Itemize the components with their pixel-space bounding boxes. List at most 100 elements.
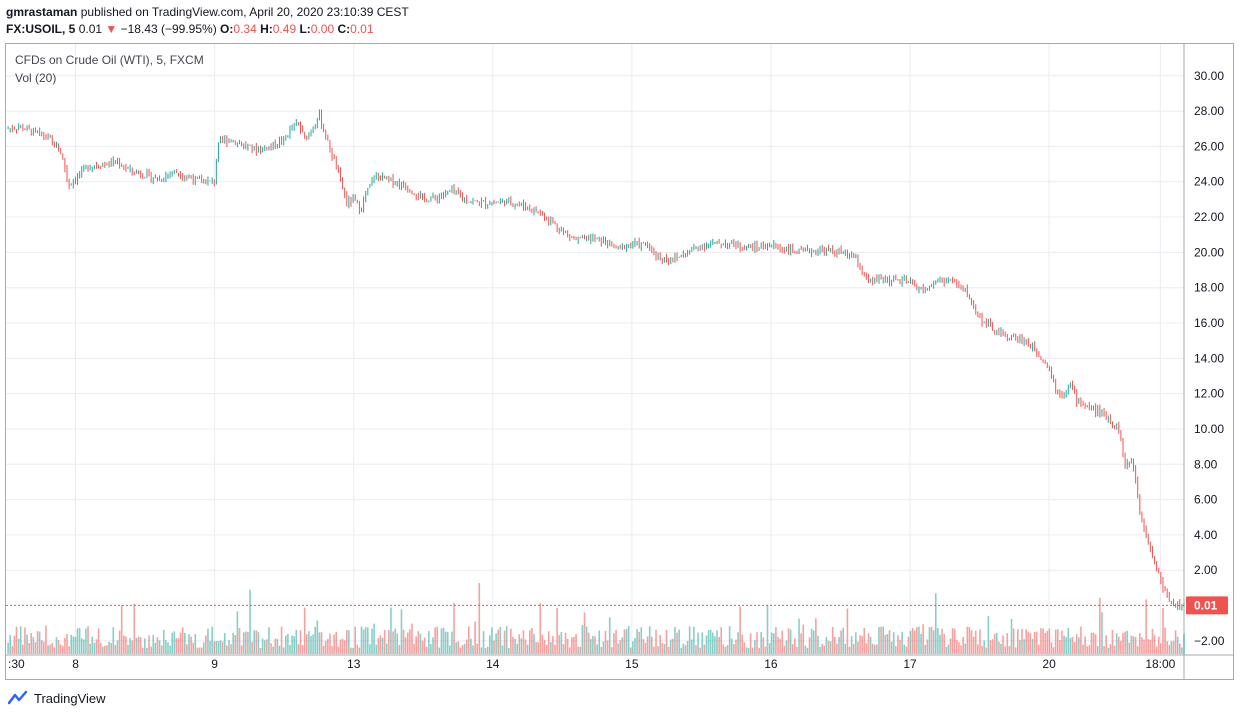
volume-bar [562,644,565,654]
volume-bar [266,639,268,654]
volume-bar [737,632,739,654]
y-tick-label: 8.00 [1194,457,1218,471]
volume-bar [524,639,527,654]
y-tick-label: 20.00 [1194,245,1224,259]
volume-bar [556,607,558,654]
volume-bar [766,604,769,654]
volume-bar [922,624,924,654]
volume-bar [526,644,529,654]
price-candles [7,109,1185,611]
volume-bar [242,632,245,654]
volume-bar [55,637,58,654]
volume-bar [280,626,283,654]
volume-bar [1010,618,1013,654]
volume-bar [533,633,535,654]
volume-bar [215,641,218,654]
volume-bar [869,636,872,654]
volume-bar [575,634,577,654]
volume-bar [205,635,207,654]
volume-bar [320,632,323,654]
y-tick-label: 12.00 [1194,387,1224,401]
volume-bar [920,633,922,654]
volume-bar [455,642,457,654]
volume-bar [1069,637,1072,654]
volume-bar [659,634,662,654]
volume-bar [1078,637,1080,654]
volume-bar [1000,643,1002,654]
volume-bar [974,630,977,654]
volume-bar [263,640,266,654]
volume-bar [278,645,281,654]
volume-bar [493,640,495,654]
volume-bar [625,628,628,654]
volume-bar [70,634,73,654]
chart-legend-title: CFDs on Crude Oil (WTI), 5, FXCM [15,53,204,67]
volume-bar [789,629,792,654]
volume-bar [892,632,895,654]
volume-bar [537,642,540,654]
volume-bar [53,647,56,654]
volume-bar [831,626,834,654]
volume-bar [703,644,706,654]
volume-bar [217,641,220,654]
volume-bars [7,582,1185,654]
volume-bar [36,631,39,654]
volume-bar [764,646,767,654]
volume-bar [966,626,969,654]
volume-bar [232,632,234,654]
volume-bar [1105,635,1107,654]
volume-bar [123,635,125,654]
volume-bar [993,633,996,654]
footer-brand[interactable]: TradingView [8,690,106,706]
volume-bar [930,626,933,654]
volume-bar [375,644,378,654]
publish-info: gmrastaman published on TradingView.com,… [6,4,409,20]
volume-bar [360,626,363,654]
volume-bar [141,647,144,654]
tradingview-logo-icon [8,690,28,705]
volume-bar [438,647,441,654]
volume-bar [956,640,958,654]
volume-bar [739,606,741,654]
volume-bar [114,645,117,654]
volume-bar [97,628,100,654]
chart-frame[interactable] [5,43,1234,680]
volume-bar [1004,646,1006,654]
volume-bar [840,630,842,654]
volume-bar [541,634,544,654]
volume-bar [173,631,176,654]
volume-bar [552,635,554,654]
volume-bar [733,644,735,654]
volume-bar [192,642,195,654]
volume-bar [1025,629,1028,654]
volume-bar [844,643,847,654]
volume-bar [1099,597,1101,654]
volume-bar [585,626,588,654]
author-name[interactable]: gmrastaman [6,5,78,19]
volume-bar [261,638,264,654]
volume-bar [110,642,112,654]
volume-bar [156,637,159,654]
volume-bar [861,635,863,654]
volume-bar [808,637,811,654]
volume-bar [476,643,478,654]
volume-bar [804,645,807,654]
volume-bar [484,647,487,654]
volume-bar [743,642,746,654]
volume-bar [558,635,561,654]
volume-bar [699,647,701,654]
volume-bar [762,637,765,654]
y-tick-label: 16.00 [1194,316,1224,330]
high-label: H: [260,22,273,36]
volume-bar [169,645,171,654]
volume-bar [253,630,256,654]
low-label: L: [299,22,311,36]
volume-bar [1061,630,1063,654]
volume-bar [491,627,493,654]
volume-bar [958,642,960,654]
volume-bar [116,640,119,654]
volume-bar [741,634,744,654]
volume-bar [1082,644,1084,654]
volume-bar [1162,608,1164,654]
